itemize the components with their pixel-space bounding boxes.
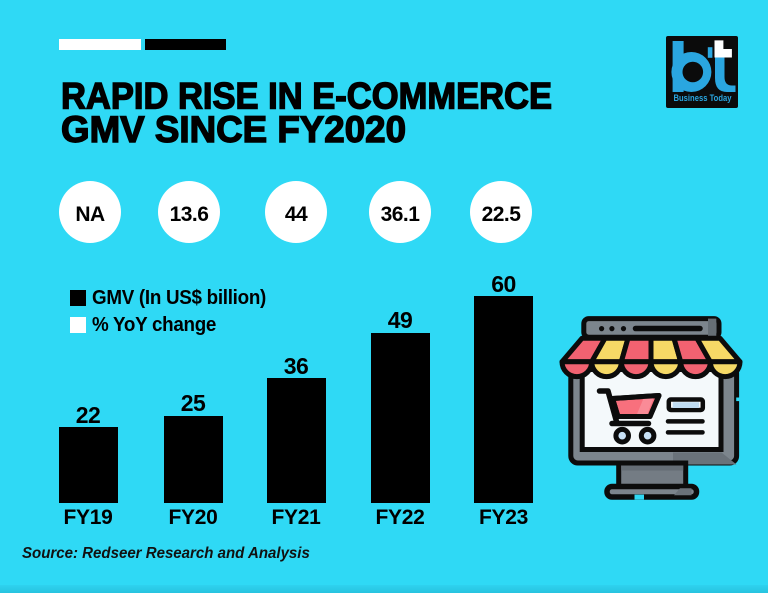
svg-text:Business Today: Business Today bbox=[674, 93, 732, 103]
svg-text:GMV SINCE FY2020: GMV SINCE FY2020 bbox=[61, 109, 406, 150]
svg-text:RAPID RISE IN E-COMMERCE: RAPID RISE IN E-COMMERCE bbox=[61, 75, 552, 116]
